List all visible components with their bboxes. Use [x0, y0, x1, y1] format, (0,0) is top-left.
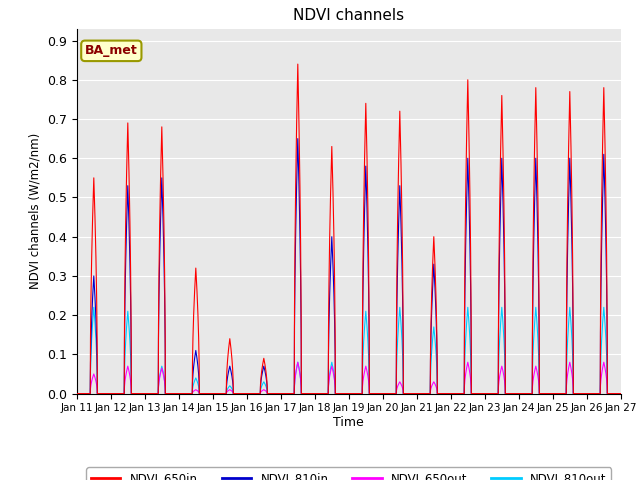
Legend: NDVI_650in, NDVI_810in, NDVI_650out, NDVI_810out: NDVI_650in, NDVI_810in, NDVI_650out, NDV…: [86, 468, 611, 480]
X-axis label: Time: Time: [333, 416, 364, 429]
Text: BA_met: BA_met: [85, 44, 138, 57]
Title: NDVI channels: NDVI channels: [293, 9, 404, 24]
Y-axis label: NDVI channels (W/m2/nm): NDVI channels (W/m2/nm): [29, 133, 42, 289]
